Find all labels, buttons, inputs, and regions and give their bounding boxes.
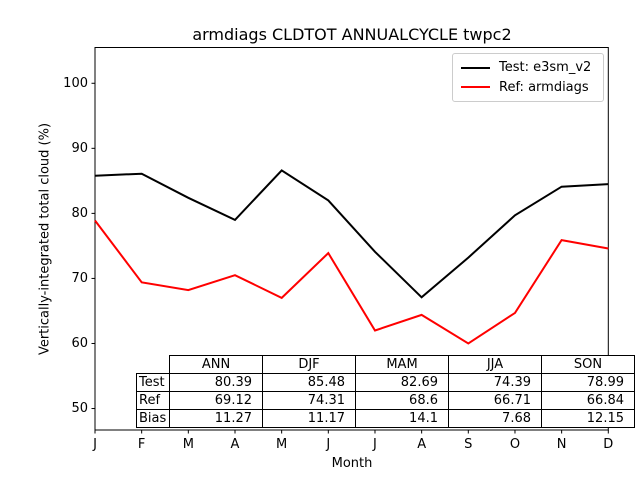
x-tick-label: A — [417, 437, 427, 452]
y-tick-label: 70 — [71, 270, 88, 286]
table-value-cell: 11.27 — [169, 409, 263, 428]
table-header-row: ANN DJF MAM JJA SON — [137, 355, 635, 374]
y-tick-label: 100 — [63, 75, 88, 91]
x-tick-label: M — [182, 437, 194, 452]
table-row: Bias 11.27 11.17 14.1 7.68 12.15 — [136, 409, 635, 428]
x-tick-label: N — [556, 437, 567, 452]
x-tick-label: O — [509, 437, 521, 452]
table-corner-cell — [137, 356, 170, 374]
table-value-cell: 69.12 — [169, 391, 263, 410]
legend-line-swatch — [461, 66, 490, 69]
x-tick-label: D — [603, 437, 614, 452]
x-tick-label: S — [464, 437, 473, 452]
table-row-label: Ref — [136, 391, 170, 410]
table-col-header: SON — [541, 355, 635, 374]
legend-label: Test: e3sm_v2 — [499, 60, 592, 76]
axes-frame — [94, 47, 609, 431]
series-line-test — [94, 169, 609, 299]
x-axis-label: Month — [331, 456, 373, 471]
chart-title: armdiags CLDTOT ANNUALCYCLE twpc2 — [192, 25, 512, 44]
table-value-cell: 74.39 — [448, 373, 542, 392]
table-value-cell: 66.71 — [448, 391, 542, 410]
y-axis-label: Vertically-integrated total cloud (%) — [37, 122, 53, 356]
stats-table: ANN DJF MAM JJA SON Test 80.39 85.48 82.69 74.39 7… — [136, 355, 635, 428]
y-tick-label: 80 — [71, 205, 88, 221]
table-value-cell: 14.1 — [355, 409, 449, 428]
table-value-cell: 11.17 — [262, 409, 356, 428]
y-tick-label: 50 — [71, 401, 88, 417]
table-value-cell: 80.39 — [169, 373, 263, 392]
table-value-cell: 12.15 — [541, 409, 635, 428]
x-tick-label: J — [373, 437, 377, 452]
x-tick-label: J — [326, 437, 331, 452]
table-row: Test 80.39 85.48 82.69 74.39 78.99 — [136, 373, 635, 392]
series-line-ref — [94, 219, 609, 345]
table-col-header: JJA — [448, 355, 542, 374]
x-tick-label: M — [276, 437, 288, 452]
table-row-label: Bias — [136, 409, 170, 428]
table-value-cell: 74.31 — [262, 391, 356, 410]
x-tick-label: A — [230, 437, 240, 452]
table-value-cell: 82.69 — [355, 373, 449, 392]
legend: Test: e3sm_v2 Ref: armdiags — [452, 53, 604, 102]
table-value-cell: 68.6 — [355, 391, 449, 410]
table-col-header: MAM — [355, 355, 449, 374]
legend-label: Ref: armdiags — [499, 79, 589, 95]
x-tick-label: J — [93, 437, 97, 452]
table-row: Ref 69.12 74.31 68.6 66.71 66.84 — [136, 391, 635, 410]
legend-line-swatch — [461, 86, 490, 89]
y-tick-label: 60 — [71, 335, 88, 351]
legend-entry: Test: e3sm_v2 — [461, 58, 595, 78]
table-value-cell: 85.48 — [262, 373, 356, 392]
y-tick-label: 90 — [71, 140, 88, 156]
table-value-cell: 7.68 — [448, 409, 542, 428]
table-value-cell: 78.99 — [541, 373, 635, 392]
x-tick-label: F — [137, 437, 146, 452]
legend-entry: Ref: armdiags — [461, 78, 595, 98]
table-value-cell: 66.84 — [541, 391, 635, 410]
table-row-label: Test — [136, 373, 170, 392]
table-col-header: ANN — [169, 355, 263, 374]
table-col-header: DJF — [262, 355, 356, 374]
